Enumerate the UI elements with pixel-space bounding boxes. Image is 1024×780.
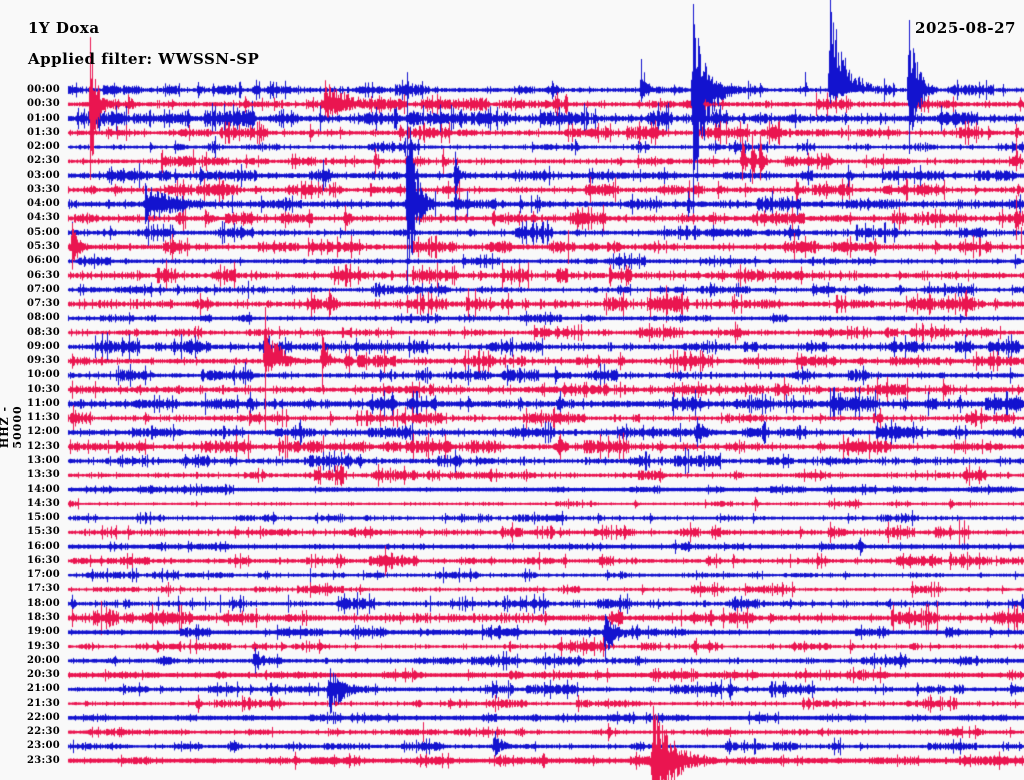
time-label-19:30: 19:30 <box>26 640 60 652</box>
time-label-00:00: 00:00 <box>26 84 60 95</box>
time-label-13:30: 13:30 <box>26 469 60 481</box>
time-label-06:30: 06:30 <box>26 269 60 281</box>
time-label-06:00: 06:00 <box>26 255 60 267</box>
time-label-19:00: 19:00 <box>26 626 60 638</box>
time-label-08:00: 08:00 <box>26 312 60 324</box>
time-label-20:00: 20:00 <box>26 654 60 666</box>
time-label-23:00: 23:00 <box>26 740 60 752</box>
time-label-09:30: 09:30 <box>26 355 60 367</box>
time-label-04:00: 04:00 <box>26 198 60 210</box>
time-label-05:30: 05:30 <box>26 240 60 252</box>
station-title: 1Y Doxa <box>28 19 100 37</box>
time-label-09:00: 09:00 <box>26 340 60 352</box>
time-label-01:30: 01:30 <box>26 126 60 138</box>
time-label-22:30: 22:30 <box>26 726 60 738</box>
time-label-05:00: 05:00 <box>26 226 60 238</box>
time-label-01:00: 01:00 <box>26 112 60 124</box>
date-label: 2025-08-27 <box>915 19 1016 37</box>
time-label-12:30: 12:30 <box>26 440 60 452</box>
time-label-17:00: 17:00 <box>26 569 60 581</box>
filter-label: Applied filter: WWSSN-SP <box>28 50 260 68</box>
time-label-20:30: 20:30 <box>26 669 60 681</box>
y-axis-label: HHZ - 50000 <box>0 405 24 449</box>
time-label-21:00: 21:00 <box>26 683 60 695</box>
time-label-16:30: 16:30 <box>26 554 60 566</box>
time-label-02:00: 02:00 <box>26 141 60 153</box>
time-label-07:00: 07:00 <box>26 283 60 295</box>
time-label-17:30: 17:30 <box>26 583 60 595</box>
time-label-12:00: 12:00 <box>26 426 60 438</box>
time-label-02:30: 02:30 <box>26 155 60 167</box>
time-label-11:30: 11:30 <box>26 412 60 424</box>
time-label-07:30: 07:30 <box>26 298 60 310</box>
time-label-03:00: 03:00 <box>26 169 60 181</box>
time-label-22:00: 22:00 <box>26 711 60 723</box>
time-label-10:30: 10:30 <box>26 383 60 395</box>
time-label-21:30: 21:30 <box>26 697 60 709</box>
time-label-16:00: 16:00 <box>26 540 60 552</box>
time-label-04:30: 04:30 <box>26 212 60 224</box>
time-label-18:30: 18:30 <box>26 611 60 623</box>
time-label-10:00: 10:00 <box>26 369 60 381</box>
time-label-14:00: 14:00 <box>26 483 60 495</box>
time-label-15:00: 15:00 <box>26 512 60 524</box>
time-label-08:30: 08:30 <box>26 326 60 338</box>
time-label-14:30: 14:30 <box>26 497 60 509</box>
time-label-18:00: 18:00 <box>26 597 60 609</box>
time-label-03:30: 03:30 <box>26 183 60 195</box>
time-label-23:30: 23:30 <box>26 754 60 766</box>
time-label-11:00: 11:00 <box>26 397 60 409</box>
time-label-15:30: 15:30 <box>26 526 60 538</box>
time-label-13:00: 13:00 <box>26 455 60 467</box>
time-label-00:30: 00:30 <box>26 98 60 110</box>
